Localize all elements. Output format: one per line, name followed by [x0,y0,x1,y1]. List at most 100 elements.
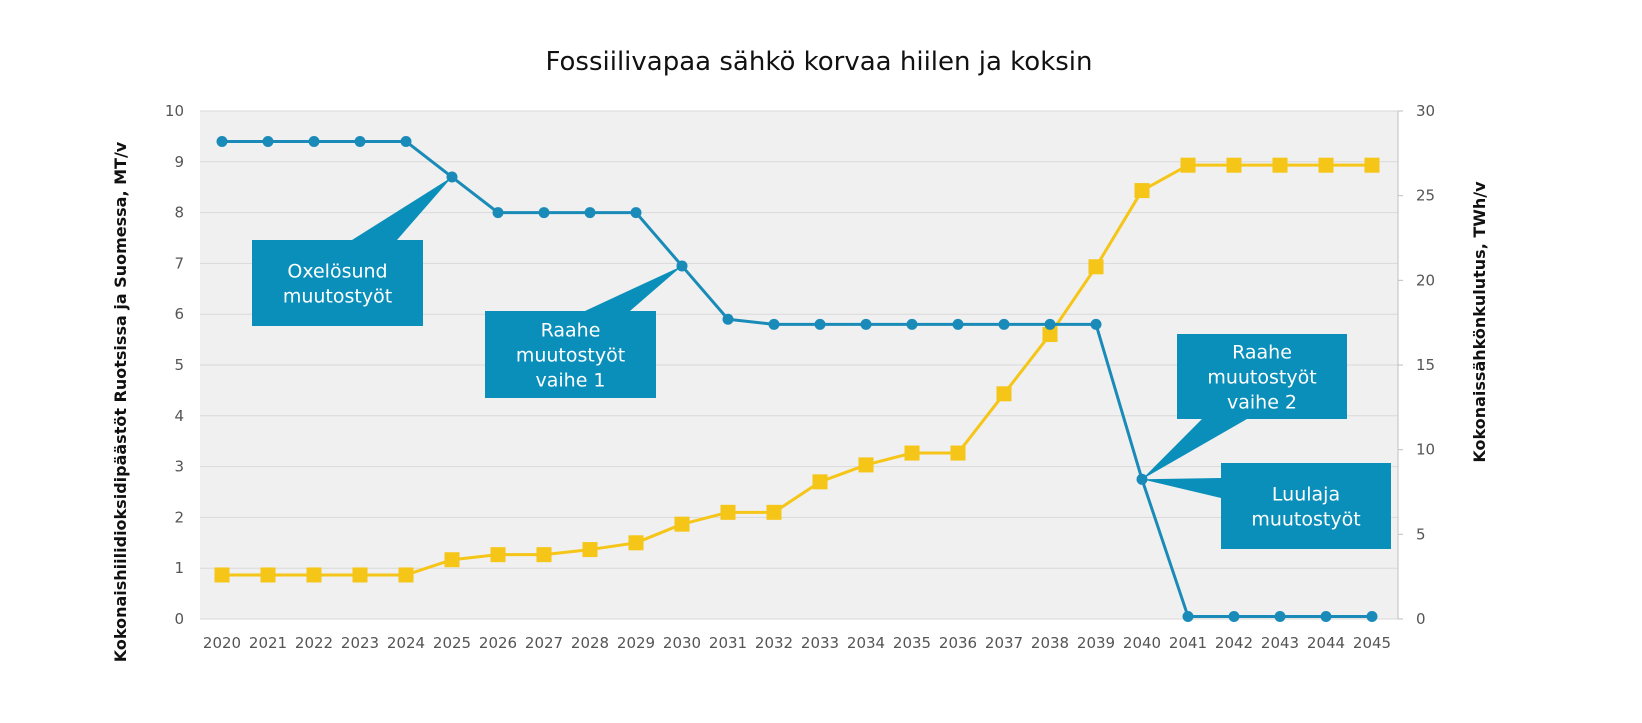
callout-raahe: Raahe muutostyöt vaihe 1 [485,265,682,398]
left-tick-label: 0 [174,610,184,628]
data-point [952,318,964,330]
x-tick-label: 2030 [663,634,701,652]
callout-oxelösund: Oxelösund muutostyöt [252,177,452,326]
callout-text: Raahe [1232,342,1292,364]
callout-text: vaihe 2 [1227,392,1297,414]
x-tick-label: 2027 [525,634,563,652]
series-line [222,163,1372,577]
data-point [814,318,826,330]
x-tick-label: 2032 [755,634,793,652]
data-point [260,567,276,583]
data-point [1182,610,1194,622]
data-point [860,318,872,330]
data-point [352,567,368,583]
data-point [1366,610,1378,622]
left-tick-label: 2 [174,508,184,526]
callout-pointer [1142,478,1221,498]
x-tick-label: 2040 [1123,634,1161,652]
data-point [492,207,504,219]
x-tick-label: 2025 [433,634,471,652]
data-point [950,445,966,461]
series-emissions [216,135,1378,622]
data-point [812,474,828,490]
callout-text: muutostyöt [1251,509,1360,531]
right-axis-ticks: 0 5 10 15 20 25 30 [1397,102,1435,628]
left-axis-ticks: 0 1 2 3 4 5 6 7 8 9 10 [165,102,184,628]
data-point [490,547,506,563]
data-point [720,504,736,520]
data-point [1044,318,1056,330]
data-point [1318,157,1334,173]
x-tick-label: 2033 [801,634,839,652]
left-axis-label: Kokonaishiilidioksidipäästöt Ruotsissa j… [111,141,130,662]
data-point [214,567,230,583]
callout-box [485,311,656,398]
left-tick-label: 5 [174,356,184,374]
data-point [996,386,1012,402]
data-point [1272,157,1288,173]
x-tick-label: 2029 [617,634,655,652]
callout-luulaja: Luulaja muutostyöt [1142,463,1391,549]
data-point [858,457,874,473]
data-point [904,445,920,461]
data-point [1180,157,1196,173]
data-point [1364,157,1380,173]
callout-box [1177,334,1347,419]
data-point [628,535,644,551]
data-point [400,135,412,147]
data-point [536,547,552,563]
left-tick-label: 10 [165,102,184,120]
x-tick-label: 2028 [571,634,609,652]
x-tick-label: 2024 [387,634,425,652]
x-tick-label: 2042 [1215,634,1253,652]
callout-text: Luulaja [1272,484,1340,506]
x-axis-ticks: 2020 2021 2022 2023 2024 2025 2026 2027 2028 2029… [203,634,1391,652]
data-point [308,135,320,147]
data-point [768,318,780,330]
data-point [1090,318,1102,330]
x-tick-label: 2026 [479,634,517,652]
data-point [354,135,366,147]
data-point [216,135,228,147]
right-tick-label: 0 [1416,610,1426,628]
callout-pointer [352,177,452,240]
data-point [1228,610,1240,622]
data-point [444,552,460,568]
right-tick-label: 30 [1416,102,1435,120]
x-tick-label: 2035 [893,634,931,652]
x-tick-label: 2022 [295,634,333,652]
x-tick-label: 2037 [985,634,1023,652]
x-tick-label: 2043 [1261,634,1299,652]
data-point [582,542,598,558]
left-tick-label: 7 [174,254,184,272]
callout-box [252,240,423,326]
data-point [722,313,734,325]
right-tick-label: 20 [1416,271,1435,289]
data-point [538,207,550,219]
right-tick-label: 5 [1416,525,1426,543]
data-point [584,207,596,219]
callout-text: muutostyöt [1207,367,1316,389]
callout-text: Raahe [541,320,601,342]
data-point [398,567,414,583]
callout-text: muutostyöt [283,286,392,308]
x-tick-label: 2038 [1031,634,1069,652]
right-tick-label: 25 [1416,187,1435,205]
callout-box [1221,463,1391,549]
data-point [766,504,782,520]
data-point [630,207,642,219]
callout-raahe: Raahe muutostyöt vaihe 2 [1142,334,1347,480]
right-tick-label: 10 [1416,441,1435,459]
left-tick-label: 8 [174,204,184,222]
x-tick-label: 2021 [249,634,287,652]
x-tick-label: 2044 [1307,634,1345,652]
data-point [1042,327,1058,343]
data-point [1134,183,1150,199]
callout-text: muutostyöt [516,345,625,367]
data-point [1274,610,1286,622]
data-point [306,567,322,583]
x-tick-label: 2020 [203,634,241,652]
data-point [1320,610,1332,622]
chart-title: Fossiilivapaa sähkö korvaa hiilen ja kok… [545,47,1092,77]
data-point [674,516,690,532]
